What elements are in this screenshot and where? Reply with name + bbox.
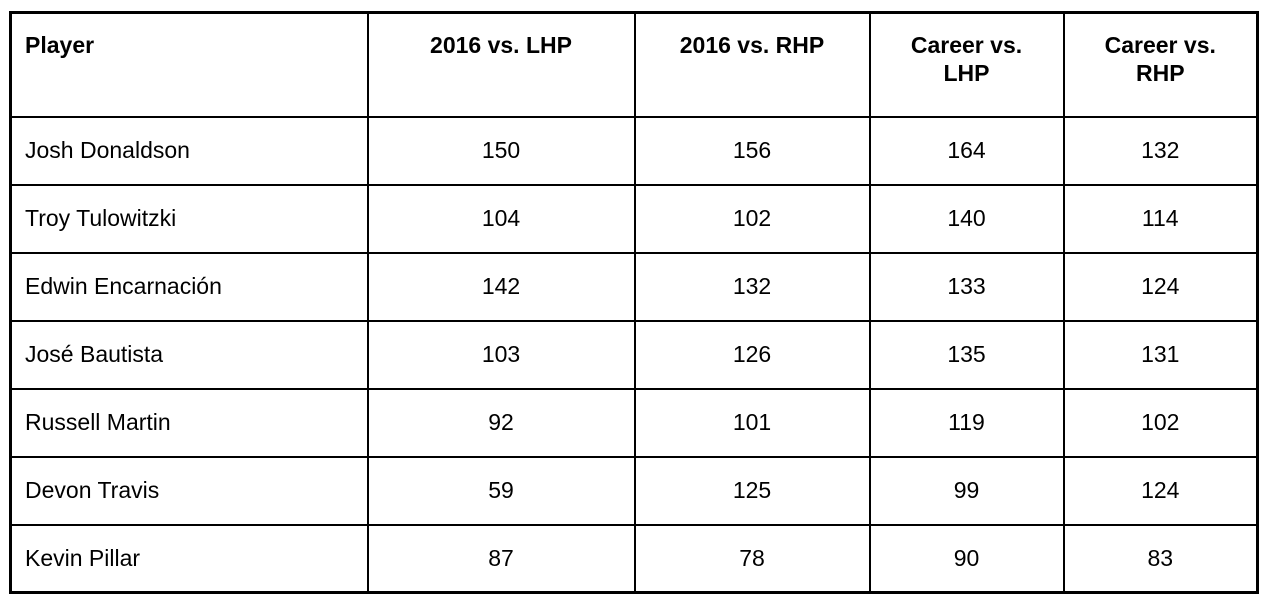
stat-cell: 104 xyxy=(366,183,636,254)
player-splits-table: Player 2016 vs. LHP 2016 vs. RHP Career … xyxy=(9,11,1259,594)
table-row: Edwin Encarnación 142 132 133 124 xyxy=(9,251,1259,322)
column-header-label: Career vs. LHP xyxy=(910,32,1023,86)
table-row: Kevin Pillar 87 78 90 83 xyxy=(9,523,1259,594)
stat-cell: 125 xyxy=(633,455,871,526)
header-row: Player 2016 vs. LHP 2016 vs. RHP Career … xyxy=(9,11,1259,118)
stat-cell: 126 xyxy=(633,319,871,390)
table-row: Devon Travis 59 125 99 124 xyxy=(9,455,1259,526)
column-header-player: Player xyxy=(9,11,369,118)
column-header-career-vs-rhp: Career vs. RHP xyxy=(1062,11,1259,118)
table-header: Player 2016 vs. LHP 2016 vs. RHP Career … xyxy=(9,11,1259,118)
player-name-cell: Troy Tulowitzki xyxy=(9,183,369,254)
stat-cell: 142 xyxy=(366,251,636,322)
stat-cell: 164 xyxy=(868,115,1065,186)
player-name-cell: Josh Donaldson xyxy=(9,115,369,186)
stat-cell: 140 xyxy=(868,183,1065,254)
stat-cell: 135 xyxy=(868,319,1065,390)
stat-cell: 156 xyxy=(633,115,871,186)
stat-cell: 59 xyxy=(366,455,636,526)
table-row: Russell Martin 92 101 119 102 xyxy=(9,387,1259,458)
stat-cell: 99 xyxy=(868,455,1065,526)
stat-cell: 150 xyxy=(366,115,636,186)
table-body: Josh Donaldson 150 156 164 132 Troy Tulo… xyxy=(9,115,1259,594)
column-header-2016-vs-rhp: 2016 vs. RHP xyxy=(633,11,871,118)
player-name-cell: Edwin Encarnación xyxy=(9,251,369,322)
stat-cell: 102 xyxy=(1062,387,1259,458)
stat-cell: 83 xyxy=(1062,523,1259,594)
player-name-cell: Devon Travis xyxy=(9,455,369,526)
player-name-cell: Kevin Pillar xyxy=(9,523,369,594)
stat-cell: 133 xyxy=(868,251,1065,322)
column-header-label: Career vs. RHP xyxy=(1104,32,1216,86)
stat-cell: 124 xyxy=(1062,251,1259,322)
column-header-2016-vs-lhp: 2016 vs. LHP xyxy=(366,11,636,118)
column-header-career-vs-lhp: Career vs. LHP xyxy=(868,11,1065,118)
player-name-cell: Russell Martin xyxy=(9,387,369,458)
table-row: Josh Donaldson 150 156 164 132 xyxy=(9,115,1259,186)
stat-cell: 131 xyxy=(1062,319,1259,390)
stat-cell: 101 xyxy=(633,387,871,458)
stat-cell: 87 xyxy=(366,523,636,594)
player-name-cell: José Bautista xyxy=(9,319,369,390)
stat-cell: 132 xyxy=(633,251,871,322)
stat-cell: 103 xyxy=(366,319,636,390)
stat-cell: 78 xyxy=(633,523,871,594)
table-row: Troy Tulowitzki 104 102 140 114 xyxy=(9,183,1259,254)
stat-cell: 102 xyxy=(633,183,871,254)
stat-cell: 119 xyxy=(868,387,1065,458)
stat-cell: 90 xyxy=(868,523,1065,594)
table-row: José Bautista 103 126 135 131 xyxy=(9,319,1259,390)
stat-cell: 124 xyxy=(1062,455,1259,526)
stat-cell: 132 xyxy=(1062,115,1259,186)
stat-cell: 92 xyxy=(366,387,636,458)
stat-cell: 114 xyxy=(1062,183,1259,254)
